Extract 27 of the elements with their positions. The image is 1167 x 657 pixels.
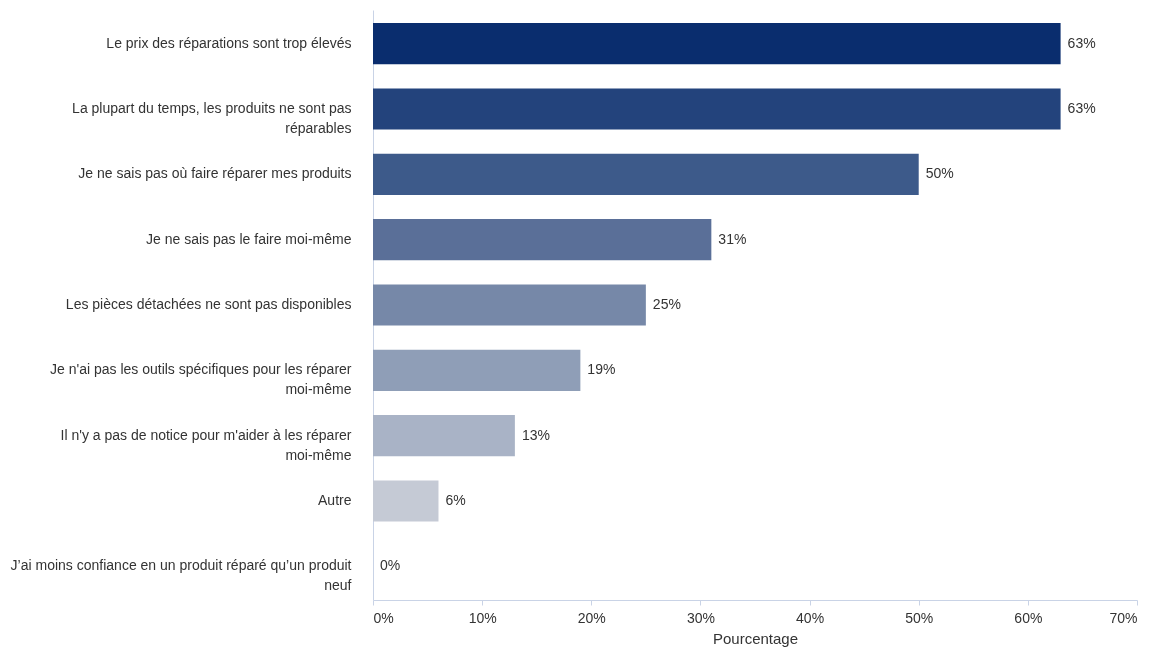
data-label: 63% bbox=[1067, 34, 1096, 51]
x-tick-label: 50% bbox=[905, 609, 934, 626]
x-tick-label: 0% bbox=[373, 609, 394, 626]
x-axis-title: Pourcentage bbox=[712, 629, 799, 647]
x-tick-label: 10% bbox=[468, 609, 497, 626]
x-tick-label: 30% bbox=[686, 609, 715, 626]
data-label: 13% bbox=[521, 426, 550, 443]
y-tick-label: La plupart du temps, les produits ne sont pas réparables bbox=[72, 99, 352, 136]
data-label: 63% bbox=[1067, 99, 1096, 116]
y-tick-label: Je ne sais pas où faire réparer mes produits bbox=[78, 165, 352, 182]
y-tick-label: Je ne sais pas le faire moi-même bbox=[146, 230, 352, 247]
data-label: 0% bbox=[380, 557, 401, 574]
x-tick-label: 60% bbox=[1014, 609, 1043, 626]
data-label: 31% bbox=[718, 230, 747, 247]
y-tick-label: Je n'ai pas les outils spécifiques pour les réparer moi-même bbox=[50, 361, 352, 398]
x-tick-label: 40% bbox=[796, 609, 825, 626]
data-label: 50% bbox=[925, 165, 954, 182]
y-tick-label: Il n'y a pas de notice pour m'aider à les réparer moi-même bbox=[60, 426, 352, 463]
x-tick-label: 70% bbox=[1109, 609, 1138, 626]
y-tick-label: Les pièces détachées ne sont pas disponibles bbox=[65, 296, 352, 312]
data-label: 19% bbox=[587, 361, 616, 378]
y-tick-label: Autre bbox=[318, 492, 352, 509]
x-tick-label: 20% bbox=[577, 609, 606, 626]
y-tick-label: Le prix des réparations sont trop élevés bbox=[106, 34, 352, 51]
y-tick-label: J’ai moins confiance en un produit réparé qu’un produit neuf bbox=[10, 557, 352, 594]
data-label: 25% bbox=[652, 296, 681, 312]
data-label: 6% bbox=[445, 492, 466, 509]
